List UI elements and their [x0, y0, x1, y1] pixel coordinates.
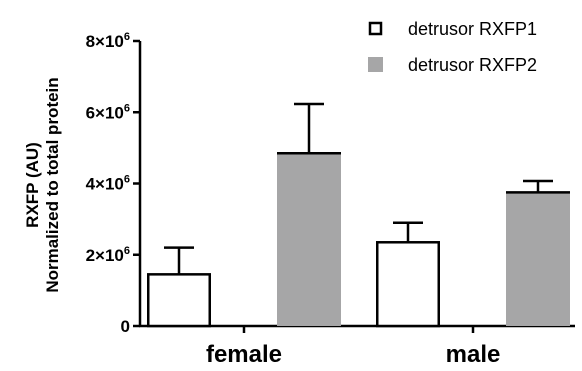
y-tick-label: 6×106: [86, 102, 130, 122]
y-axis-title: RXFP (AU) Normalized to total protein: [23, 77, 62, 292]
y-tick-label: 8×106: [86, 31, 130, 51]
legend: detrusor RXFP1 detrusor RXFP2: [368, 19, 537, 75]
legend-swatch: [368, 21, 383, 36]
bar-group: [147, 246, 211, 328]
x-tick-label: female: [206, 341, 282, 368]
legend-label: detrusor RXFP1: [408, 19, 537, 39]
x-tick-label: male: [446, 341, 501, 368]
bar: [506, 192, 570, 326]
legend-label: detrusor RXFP2: [408, 55, 537, 75]
bar: [277, 153, 341, 326]
y-tick-label: 4×106: [86, 174, 130, 194]
legend-swatch: [368, 57, 383, 72]
bar-group: [277, 102, 341, 326]
bar-group: [376, 221, 440, 328]
legend-item: detrusor RXFP1: [368, 19, 537, 39]
x-axis: female male: [139, 324, 575, 368]
y-tick-label: 0: [121, 317, 130, 336]
bar-group: [506, 179, 570, 326]
bar: [147, 273, 211, 328]
y-axis-label-line2: Normalized to total protein: [43, 77, 62, 292]
y-tick-label: 2×106: [86, 245, 130, 265]
y-axis-label-line1: RXFP (AU): [23, 142, 42, 228]
legend-item: detrusor RXFP2: [368, 55, 537, 75]
bars: [147, 102, 570, 328]
y-axis: 0 2×106 4×106 6×106 8×106: [86, 31, 142, 336]
bar: [376, 241, 440, 328]
